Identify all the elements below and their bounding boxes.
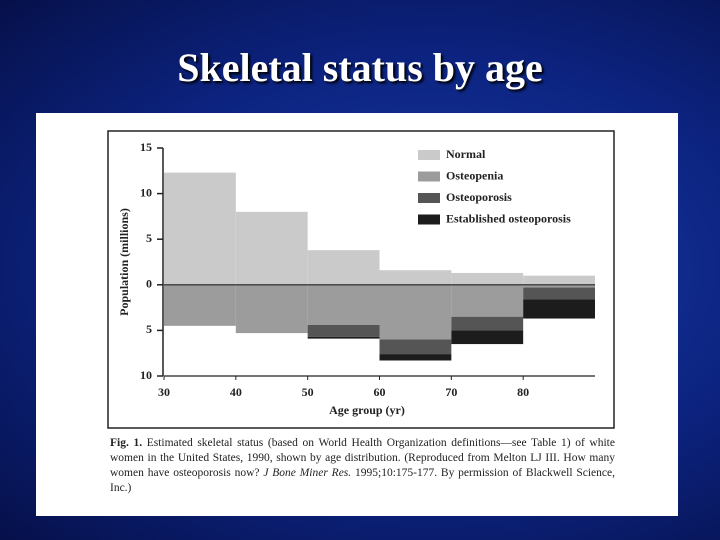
y-axis-label: Population (millions)	[117, 208, 131, 316]
bar-segment	[523, 275, 595, 285]
bar-segment	[451, 272, 524, 285]
legend-label: Osteopenia	[446, 168, 503, 182]
caption: Fig. 1. Estimated skeletal status (based…	[110, 436, 615, 496]
x-tick-label: 60	[374, 385, 386, 399]
y-tick-label: 15	[140, 140, 152, 154]
bar-segment	[164, 172, 236, 285]
bar-segment	[307, 324, 380, 337]
x-tick-label: 40	[230, 385, 242, 399]
legend-swatch	[418, 150, 440, 160]
bar-segment	[379, 339, 452, 355]
bar-segment	[379, 284, 452, 340]
bar-segment	[164, 284, 236, 326]
caption-text: Estimated skeletal status (based on Worl…	[110, 437, 615, 479]
bar-segment	[307, 336, 380, 339]
bar-segment	[235, 284, 308, 334]
caption-text-end: 1995;10:175-177. By permission of Blackw…	[110, 467, 615, 494]
legend-swatch	[418, 171, 440, 182]
bar-segment	[451, 316, 524, 331]
y-tick-label: 10	[140, 185, 152, 199]
y-tick-label: 0	[146, 277, 152, 291]
chart-frame	[107, 130, 615, 429]
caption-journal: J Bone Miner Res.	[263, 467, 352, 479]
bar-segment	[523, 299, 595, 319]
x-tick-label: 50	[302, 385, 314, 399]
legend-label: Established osteoporosis	[446, 211, 571, 225]
x-tick-label: 70	[445, 385, 457, 399]
legend-label: Osteoporosis	[446, 190, 512, 204]
bar-segment	[451, 284, 524, 317]
bar-segment	[523, 284, 595, 288]
y-tick-label: 5	[146, 231, 152, 245]
y-tick-label: 10	[140, 368, 152, 382]
bar-segment	[523, 287, 595, 300]
y-tick-label: 5	[146, 322, 152, 336]
x-axis-label: Age group (yr)	[329, 403, 405, 417]
legend-swatch	[418, 214, 440, 225]
x-tick-label: 80	[517, 385, 529, 399]
x-tick-label: 30	[158, 385, 170, 399]
bar-segment	[379, 270, 452, 285]
bar-segment	[451, 330, 524, 345]
caption-label: Fig. 1.	[110, 437, 143, 449]
bar-segment	[307, 250, 380, 285]
slide-title: Skeletal status by age	[177, 45, 543, 90]
legend-label: Normal	[446, 147, 486, 161]
bar-segment	[235, 211, 308, 285]
bar-segment	[307, 284, 380, 325]
bar-segment	[379, 354, 452, 361]
legend-swatch	[418, 193, 440, 203]
